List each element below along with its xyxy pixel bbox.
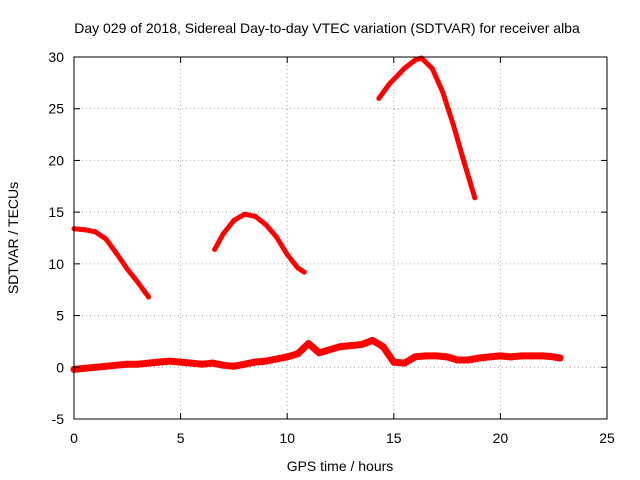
data-point <box>387 81 392 87</box>
data-point <box>81 364 89 372</box>
data-point <box>91 363 99 371</box>
data-point <box>440 89 446 95</box>
data-point <box>305 340 312 347</box>
data-point <box>263 222 269 228</box>
y-tick-label: -5 <box>52 411 65 427</box>
data-point <box>337 343 344 351</box>
y-axis-label: SDTVAR / TECUs <box>5 182 21 294</box>
data-point <box>124 266 130 272</box>
data-point <box>251 358 259 366</box>
data-point <box>475 354 483 362</box>
x-tick-label: 25 <box>599 430 615 446</box>
data-point <box>134 360 142 368</box>
series-arc-2 <box>212 211 307 275</box>
data-point <box>390 358 398 366</box>
data-point <box>369 336 376 344</box>
data-point <box>283 353 291 361</box>
data-point <box>145 359 153 367</box>
x-tick-label: 15 <box>386 430 402 446</box>
series-arc-3 <box>376 55 478 201</box>
data-point <box>123 360 131 368</box>
x-tick-label: 20 <box>493 430 509 446</box>
data-point <box>273 355 280 363</box>
data-point <box>379 343 387 351</box>
data-point <box>294 350 302 358</box>
data-point <box>461 160 467 165</box>
data-point <box>429 65 435 71</box>
x-axis-label: GPS time / hours <box>287 458 394 474</box>
y-tick-label: 10 <box>48 256 64 272</box>
data-point <box>347 342 355 350</box>
data-point <box>451 122 456 128</box>
data-point <box>146 294 152 300</box>
data-point <box>419 55 424 61</box>
x-tick-label: 5 <box>177 430 185 446</box>
data-point <box>507 353 515 361</box>
x-tick-label: 10 <box>279 430 295 446</box>
data-point <box>556 354 564 362</box>
data-point <box>464 356 472 364</box>
data-point <box>411 353 419 361</box>
y-tick-label: 20 <box>48 152 64 168</box>
data-point <box>198 360 206 368</box>
data-point <box>295 265 301 271</box>
data-point <box>301 269 307 275</box>
data-point <box>262 357 270 365</box>
data-point <box>486 353 494 361</box>
data-point <box>401 359 408 367</box>
data-point <box>550 353 558 361</box>
data-point <box>326 346 334 354</box>
data-point <box>242 211 248 217</box>
series-group <box>70 55 564 373</box>
axis-ticks: 0 5 10 15 20 25 -5 0 5 10 15 20 25 30 <box>48 49 615 446</box>
data-point <box>402 65 407 71</box>
data-point <box>422 352 430 360</box>
data-point <box>219 361 227 369</box>
data-point <box>82 227 88 233</box>
data-point <box>114 251 120 256</box>
data-point <box>358 341 366 348</box>
y-tick-label: 5 <box>56 308 64 324</box>
data-point <box>212 246 218 252</box>
chart-title: Day 029 of 2018, Sidereal Day-to-day VTE… <box>74 20 580 36</box>
data-point <box>454 356 462 364</box>
data-point <box>113 361 121 369</box>
data-point <box>177 358 185 366</box>
data-point <box>315 349 323 357</box>
data-point <box>443 353 451 361</box>
grid <box>74 57 607 419</box>
y-tick-label: 30 <box>48 49 64 65</box>
data-point <box>412 57 418 63</box>
data-point <box>231 217 237 223</box>
data-point <box>496 352 504 360</box>
plot-frame <box>73 56 608 420</box>
data-point <box>220 231 226 237</box>
data-point <box>187 359 195 367</box>
data-point <box>539 352 547 360</box>
data-point <box>209 359 217 367</box>
data-point <box>102 362 110 370</box>
data-point <box>155 358 163 366</box>
y-tick-label: 25 <box>48 101 64 117</box>
y-tick-label: 0 <box>56 359 64 375</box>
data-point <box>135 280 141 285</box>
data-point <box>472 195 478 201</box>
data-point <box>92 229 98 235</box>
data-point <box>103 236 109 242</box>
data-point <box>241 360 249 368</box>
series-arc-1 <box>71 226 152 300</box>
data-point <box>528 352 536 360</box>
data-point <box>274 234 279 240</box>
data-point <box>432 352 440 360</box>
y-tick-label: 15 <box>48 204 64 220</box>
data-point <box>252 213 258 219</box>
data-point <box>166 357 174 365</box>
data-point <box>376 95 382 101</box>
data-point <box>518 352 526 360</box>
x-tick-label: 0 <box>70 430 78 446</box>
data-point <box>284 252 290 257</box>
data-point <box>230 362 238 370</box>
